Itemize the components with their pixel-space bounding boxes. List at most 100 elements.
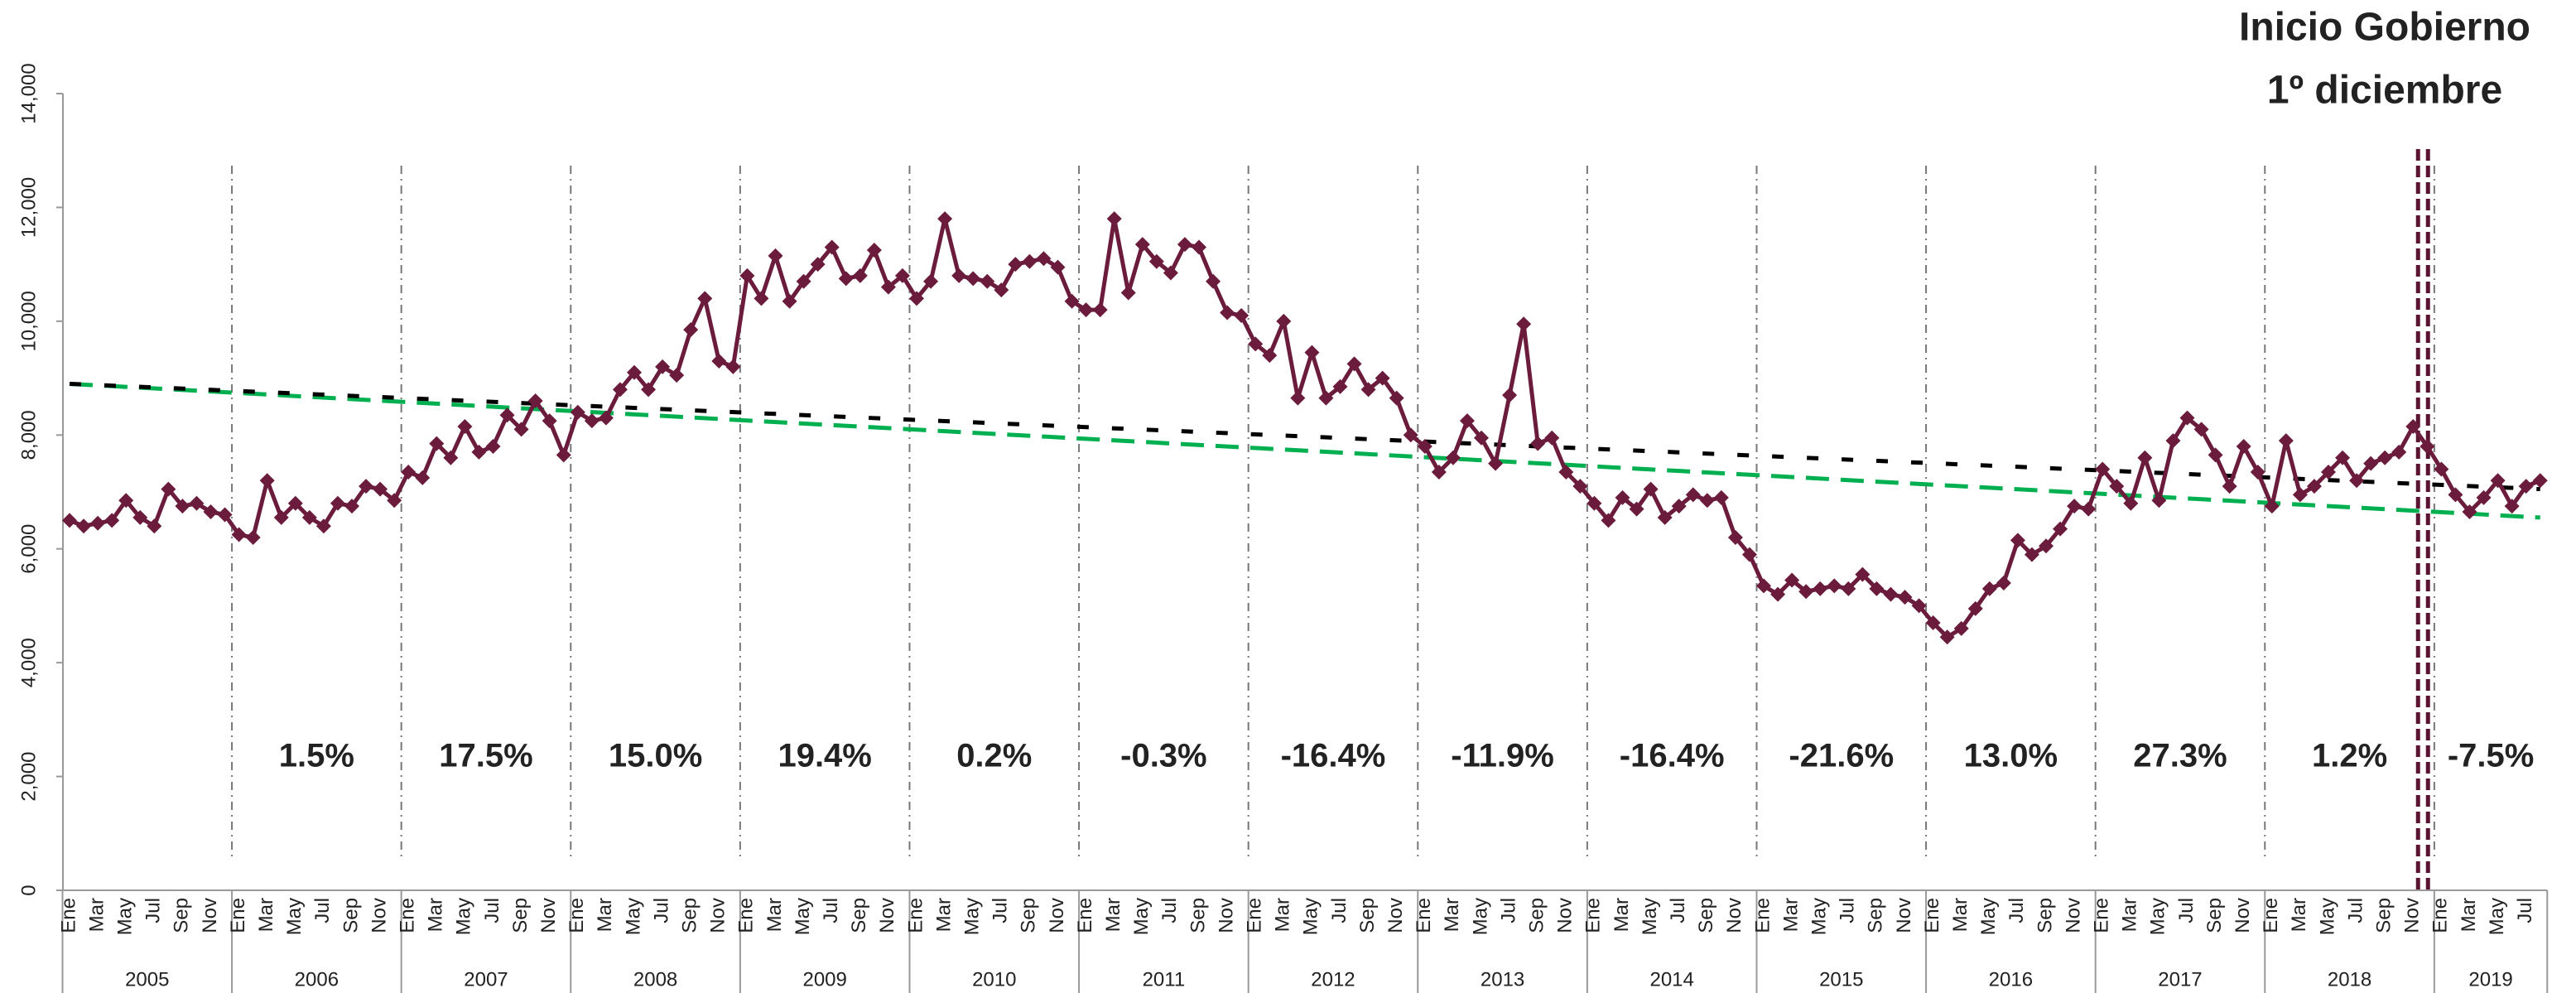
data-marker xyxy=(824,239,840,255)
data-marker xyxy=(2363,456,2379,471)
data-marker xyxy=(2321,464,2336,480)
x-tick-label: May xyxy=(1300,898,1322,935)
data-marker xyxy=(2137,450,2153,465)
x-tick-label: Sep xyxy=(1018,898,1040,933)
data-marker xyxy=(1276,313,1292,329)
data-marker xyxy=(2532,473,2548,489)
data-marker xyxy=(866,242,882,258)
data-marker xyxy=(330,495,345,511)
data-marker xyxy=(2165,433,2181,449)
year-label: 2017 xyxy=(2158,968,2202,991)
data-marker xyxy=(76,518,92,534)
x-tick-label: Sep xyxy=(2034,898,2056,933)
data-marker xyxy=(147,518,162,534)
x-tick-label: Nov xyxy=(1046,898,1068,933)
data-marker xyxy=(542,413,557,429)
x-tick-label: Jul xyxy=(820,898,842,923)
data-marker xyxy=(1092,302,1108,318)
x-tick-label: Nov xyxy=(368,898,390,933)
x-tick-label: May xyxy=(622,898,644,935)
data-marker xyxy=(852,268,868,283)
data-marker xyxy=(1587,495,1602,511)
x-tick-label: Ene xyxy=(397,898,419,933)
x-tick-label: Mar xyxy=(932,898,955,932)
data-marker xyxy=(457,418,473,434)
y-tick-label: 0 xyxy=(17,885,40,895)
data-marker xyxy=(1798,584,1814,600)
data-marker xyxy=(598,410,614,426)
year-label: 2016 xyxy=(1989,968,2033,991)
data-marker xyxy=(880,279,896,295)
x-tick-label: Mar xyxy=(255,898,277,932)
year-label: 2012 xyxy=(1311,968,1355,991)
x-tick-label: Ene xyxy=(735,898,758,933)
data-marker xyxy=(1290,390,1306,406)
x-tick-label: Mar xyxy=(594,898,616,932)
data-marker xyxy=(739,268,755,283)
x-tick-label: May xyxy=(2316,898,2338,935)
annotation: 27.3% xyxy=(2133,738,2227,774)
data-marker xyxy=(2518,479,2534,494)
data-marker xyxy=(2053,521,2068,537)
data-marker xyxy=(655,359,671,374)
data-marker xyxy=(1629,501,1644,517)
annotation: 0.2% xyxy=(956,738,1032,774)
annotation: 15.0% xyxy=(609,738,702,774)
data-marker xyxy=(1360,382,1376,398)
data-marker xyxy=(161,481,176,497)
data-marker xyxy=(259,473,275,489)
data-marker xyxy=(2123,495,2139,511)
x-tick-label: Sep xyxy=(1356,898,1379,933)
data-marker xyxy=(994,282,1009,298)
x-tick-label: Sep xyxy=(1695,898,1717,933)
x-tick-label: Nov xyxy=(2401,898,2424,933)
data-marker xyxy=(1883,586,1899,602)
data-marker xyxy=(725,359,741,374)
x-tick-label: Ene xyxy=(566,898,588,933)
data-marker xyxy=(951,268,967,283)
x-tick-label: Sep xyxy=(679,898,701,933)
data-marker xyxy=(62,513,77,528)
x-tick-label: Mar xyxy=(1779,898,1802,932)
data-marker xyxy=(203,504,219,520)
data-marker xyxy=(1558,464,1574,480)
data-marker xyxy=(1502,388,1518,403)
data-marker xyxy=(485,439,501,455)
data-marker xyxy=(2039,538,2054,554)
x-tick-label: Jul xyxy=(2005,898,2028,923)
data-marker xyxy=(2010,533,2025,548)
x-tick-label: Mar xyxy=(85,898,108,932)
x-tick-label: Sep xyxy=(2203,898,2226,933)
year-label: 2013 xyxy=(1481,968,1524,991)
data-marker xyxy=(1699,493,1715,509)
year-label: 2009 xyxy=(802,968,846,991)
annotation: 1.2% xyxy=(2312,738,2387,774)
annotation: -11.9% xyxy=(1451,738,1554,774)
x-tick-label: Mar xyxy=(425,898,447,932)
data-marker xyxy=(711,353,727,369)
data-marker xyxy=(2236,439,2251,455)
data-marker xyxy=(175,499,190,514)
data-marker xyxy=(2405,418,2421,434)
year-label: 2010 xyxy=(972,968,1016,991)
chart-title-line: Inicio Gobierno xyxy=(2239,6,2530,50)
x-tick-label: Nov xyxy=(199,898,221,933)
year-label: 2014 xyxy=(1649,968,1693,991)
x-tick-label: May xyxy=(961,898,984,935)
data-marker xyxy=(2095,461,2111,477)
data-marker xyxy=(1078,302,1094,318)
data-marker xyxy=(1657,509,1673,525)
data-marker xyxy=(1841,581,1856,596)
x-tick-label: Sep xyxy=(171,898,193,933)
annotation: 1.5% xyxy=(279,738,354,774)
x-tick-label: Ene xyxy=(2091,898,2113,933)
x-tick-label: Nov xyxy=(1384,898,1407,933)
data-marker xyxy=(443,450,459,465)
data-marker xyxy=(471,444,487,460)
data-marker xyxy=(1064,293,1080,309)
data-marker xyxy=(627,364,642,380)
data-marker xyxy=(429,436,445,451)
data-marker xyxy=(2292,487,2308,503)
data-marker xyxy=(1262,348,1278,364)
data-marker xyxy=(1248,336,1264,352)
